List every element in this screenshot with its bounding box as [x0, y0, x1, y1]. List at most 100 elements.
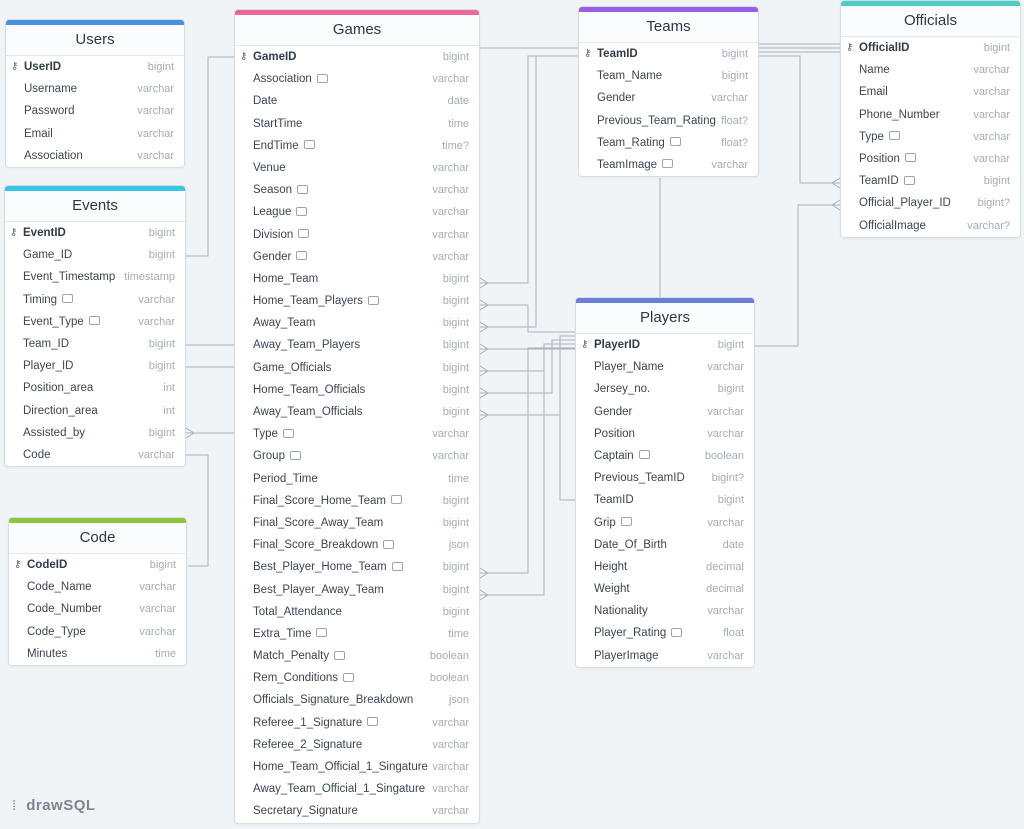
officials-table-title[interactable]: Officials	[841, 6, 1020, 37]
officials-column-row[interactable]: Email varchar	[841, 81, 1020, 103]
games-column-row[interactable]: Best_Player_Home_Team bigint	[235, 556, 479, 578]
relationship-line[interactable]	[480, 55, 578, 284]
comment-icon[interactable]	[316, 628, 328, 638]
events-table[interactable]: Events ⚷ EventID bigint Game_ID bigint Event_T…	[4, 185, 186, 468]
code-column-row[interactable]: Code_Name varchar	[9, 576, 186, 598]
games-column-row[interactable]: Group varchar	[235, 445, 479, 467]
officials-column-row[interactable]: OfficialImage varchar?	[841, 215, 1020, 237]
events-table-title[interactable]: Events	[5, 191, 185, 222]
comment-icon[interactable]	[903, 175, 915, 185]
code-table[interactable]: Code ⚷ CodeID bigint Code_Name varchar Code_Nu…	[8, 517, 187, 666]
players-column-row[interactable]: Player_Rating float	[576, 622, 754, 644]
games-column-row[interactable]: Referee_2_Signature varchar	[235, 734, 479, 756]
officials-column-row[interactable]: Phone_Number varchar	[841, 104, 1020, 126]
officials-column-row[interactable]: Name varchar	[841, 59, 1020, 81]
comment-icon[interactable]	[638, 450, 650, 460]
games-column-row[interactable]: Officials_Signature_Breakdown json	[235, 689, 479, 711]
events-column-row[interactable]: Event_Type varchar	[5, 311, 185, 333]
relationship-line[interactable]	[480, 347, 575, 574]
events-column-row[interactable]: Position_area int	[5, 377, 185, 399]
comment-icon[interactable]	[289, 450, 301, 460]
comment-icon[interactable]	[669, 137, 681, 147]
users-table-title[interactable]: Users	[6, 25, 184, 56]
officials-table[interactable]: Officials ⚷ OfficialID bigint Name varchar Ema…	[840, 0, 1021, 238]
games-column-row[interactable]: Rem_Conditions boolean	[235, 667, 479, 689]
comment-icon[interactable]	[298, 228, 310, 238]
teams-column-row[interactable]: Previous_Team_Rating float?	[579, 110, 758, 132]
games-column-row[interactable]: Division varchar	[235, 224, 479, 246]
comment-icon[interactable]	[367, 295, 379, 305]
comment-icon[interactable]	[671, 627, 683, 637]
teams-column-row[interactable]: ⚷ TeamID bigint	[579, 43, 758, 65]
games-column-row[interactable]: Best_Player_Away_Team bigint	[235, 579, 479, 601]
teams-column-row[interactable]: Team_Name bigint	[579, 65, 758, 87]
comment-icon[interactable]	[390, 495, 402, 505]
players-column-row[interactable]: Weight decimal	[576, 578, 754, 600]
games-column-row[interactable]: ⚷ GameID bigint	[235, 46, 479, 68]
comment-icon[interactable]	[904, 153, 916, 163]
code-column-row[interactable]: Code_Number varchar	[9, 598, 186, 620]
games-column-row[interactable]: Extra_Time time	[235, 623, 479, 645]
games-column-row[interactable]: Away_Team_Official_1_Singature varchar	[235, 778, 479, 800]
games-column-row[interactable]: Final_Score_Away_Team bigint	[235, 512, 479, 534]
events-column-row[interactable]: Game_ID bigint	[5, 244, 185, 266]
users-column-row[interactable]: Association varchar	[6, 145, 184, 167]
comment-icon[interactable]	[316, 73, 328, 83]
comment-icon[interactable]	[383, 539, 395, 549]
games-column-row[interactable]: Season varchar	[235, 179, 479, 201]
games-column-row[interactable]: Secretary_Signature varchar	[235, 800, 479, 822]
comment-icon[interactable]	[662, 159, 674, 169]
games-column-row[interactable]: Home_Team bigint	[235, 268, 479, 290]
relationship-line[interactable]	[186, 56, 234, 257]
teams-column-row[interactable]: Gender varchar	[579, 87, 758, 109]
events-column-row[interactable]: Timing varchar	[5, 289, 185, 311]
games-column-row[interactable]: League varchar	[235, 201, 479, 223]
games-column-row[interactable]: Venue varchar	[235, 157, 479, 179]
games-column-row[interactable]: Type varchar	[235, 423, 479, 445]
players-column-row[interactable]: Captain boolean	[576, 445, 754, 467]
comment-icon[interactable]	[303, 140, 315, 150]
relationship-line[interactable]	[480, 356, 545, 596]
games-column-row[interactable]: Total_Attendance bigint	[235, 601, 479, 623]
players-column-row[interactable]: Previous_TeamID bigint?	[576, 467, 754, 489]
comment-icon[interactable]	[296, 206, 308, 216]
players-table-title[interactable]: Players	[576, 303, 754, 334]
events-column-row[interactable]: Team_ID bigint	[5, 333, 185, 355]
users-column-row[interactable]: Username varchar	[6, 78, 184, 100]
comment-icon[interactable]	[62, 294, 74, 304]
comment-icon[interactable]	[620, 516, 632, 526]
relationship-line[interactable]	[759, 55, 840, 184]
relationship-line[interactable]	[755, 204, 840, 347]
players-column-row[interactable]: Date_Of_Birth date	[576, 534, 754, 556]
code-table-title[interactable]: Code	[9, 523, 186, 554]
events-column-row[interactable]: Direction_area int	[5, 400, 185, 422]
events-column-row[interactable]: Assisted_by bigint	[5, 422, 185, 444]
comment-icon[interactable]	[88, 316, 100, 326]
events-column-row[interactable]: Player_ID bigint	[5, 355, 185, 377]
games-column-row[interactable]: EndTime time?	[235, 135, 479, 157]
games-column-row[interactable]: Game_Officials bigint	[235, 357, 479, 379]
games-column-row[interactable]: Home_Team_Players bigint	[235, 290, 479, 312]
players-column-row[interactable]: Jersey_no. bigint	[576, 378, 754, 400]
games-column-row[interactable]: StartTime time	[235, 113, 479, 135]
comment-icon[interactable]	[391, 561, 403, 571]
teams-table-title[interactable]: Teams	[579, 12, 758, 43]
players-column-row[interactable]: Position varchar	[576, 423, 754, 445]
comment-icon[interactable]	[343, 672, 355, 682]
players-column-row[interactable]: Nationality varchar	[576, 600, 754, 622]
games-column-row[interactable]: Away_Team_Officials bigint	[235, 401, 479, 423]
comment-icon[interactable]	[297, 184, 309, 194]
teams-table[interactable]: Teams ⚷ TeamID bigint Team_Name bigint Gender v…	[578, 6, 759, 178]
games-column-row[interactable]: Home_Team_Officials bigint	[235, 379, 479, 401]
officials-column-row[interactable]: TeamID bigint	[841, 170, 1020, 192]
relationship-line[interactable]	[559, 336, 575, 501]
games-column-row[interactable]: Association varchar	[235, 68, 479, 90]
games-column-row[interactable]: Home_Team_Official_1_Singature varchar	[235, 756, 479, 778]
users-column-row[interactable]: Password varchar	[6, 100, 184, 122]
officials-column-row[interactable]: ⚷ OfficialID bigint	[841, 37, 1020, 59]
events-column-row[interactable]: Code varchar	[5, 444, 185, 466]
games-column-row[interactable]: Gender varchar	[235, 246, 479, 268]
code-column-row[interactable]: Minutes time	[9, 643, 186, 665]
players-table[interactable]: Players ⚷ PlayerID bigint Player_Name varchar…	[575, 297, 755, 668]
relationship-line[interactable]	[480, 339, 575, 394]
